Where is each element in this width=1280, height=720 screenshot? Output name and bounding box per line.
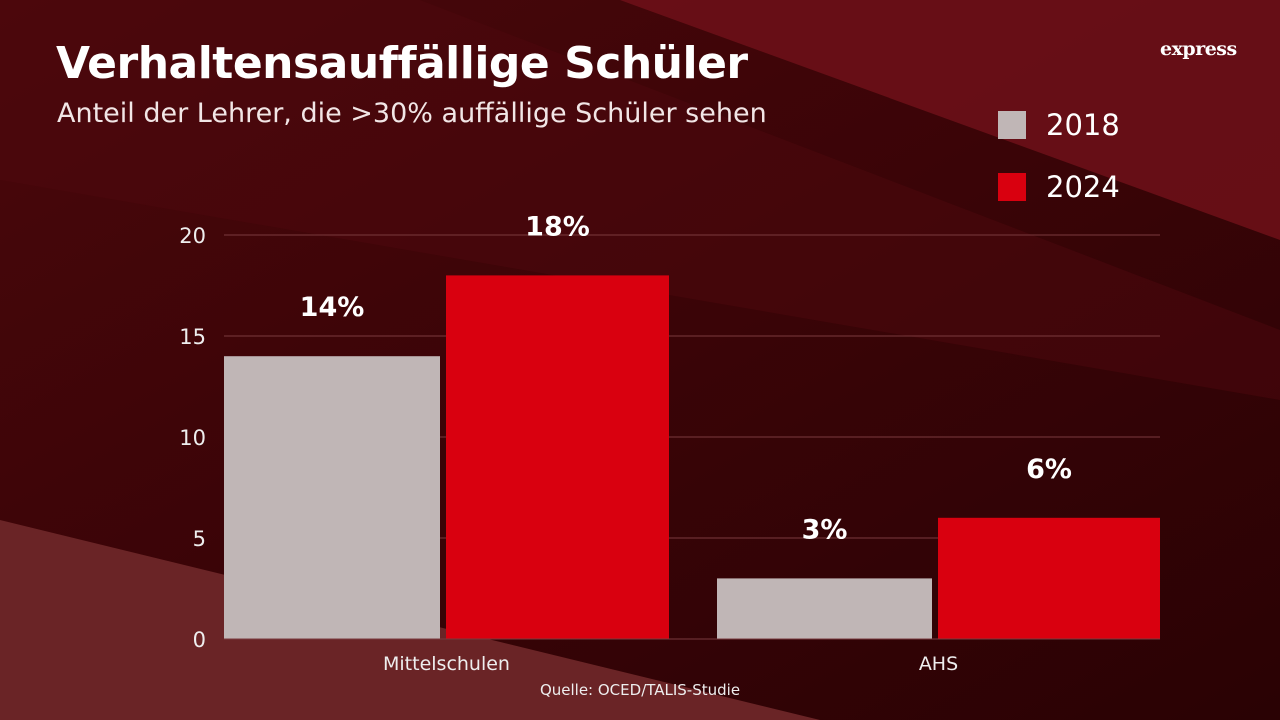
x-tick-label: AHS <box>919 653 958 675</box>
y-tick-label: 5 <box>193 527 206 551</box>
bar-2024-ahs <box>938 517 1160 639</box>
legend-label-2018: 2018 <box>1046 108 1120 142</box>
data-label: 14% <box>300 292 365 323</box>
legend-item-2018: 2018 <box>998 108 1120 142</box>
chart-subtitle: Anteil der Lehrer, die >30% auffällige S… <box>57 98 767 129</box>
legend-swatch-2024 <box>998 173 1026 201</box>
source-note: Quelle: OCED/TALIS-Studie <box>539 681 741 699</box>
y-tick-label: 10 <box>179 426 206 450</box>
data-label: 3% <box>802 514 848 545</box>
legend-label-2024: 2024 <box>1046 170 1120 204</box>
bar-2024-mittelschulen <box>446 275 669 639</box>
chart-title: Verhaltensauffällige Schüler <box>56 38 748 89</box>
x-tick-label: Mittelschulen <box>383 653 510 675</box>
bar-2018-mittelschulen <box>224 356 440 639</box>
legend-item-2024: 2024 <box>998 170 1120 204</box>
express-logo: express <box>1160 38 1237 60</box>
data-label: 18% <box>525 211 590 242</box>
y-tick-label: 20 <box>179 224 206 248</box>
y-tick-label: 15 <box>179 325 206 349</box>
bar-2018-ahs <box>717 578 932 639</box>
legend-swatch-2018 <box>998 111 1026 139</box>
y-tick-label: 0 <box>193 628 206 652</box>
data-label: 6% <box>1026 454 1072 485</box>
